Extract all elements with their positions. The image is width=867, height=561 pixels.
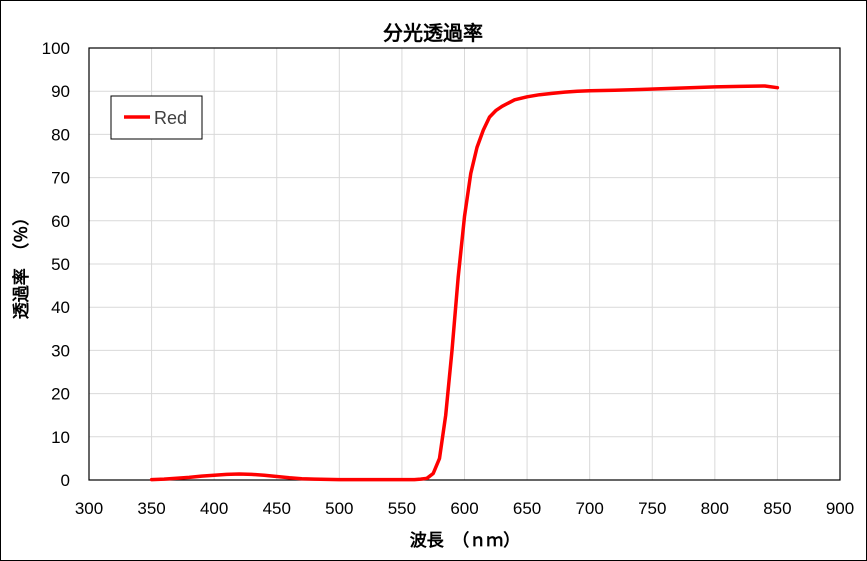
y-tick-label: 40 xyxy=(51,298,70,317)
y-tick-label: 0 xyxy=(61,471,70,490)
y-axis-ticks: 0 10 20 30 40 50 60 70 80 90 100 xyxy=(42,39,70,490)
legend-label-red: Red xyxy=(154,108,187,128)
x-tick-label: 400 xyxy=(200,499,228,518)
x-tick-label: 750 xyxy=(638,499,666,518)
x-tick-label: 500 xyxy=(325,499,353,518)
x-axis-label: 波長 （ｎｍ） xyxy=(410,530,521,551)
x-tick-label: 450 xyxy=(263,499,291,518)
x-tick-label: 350 xyxy=(137,499,165,518)
plot-area xyxy=(88,47,841,481)
y-tick-label: 60 xyxy=(51,212,70,231)
y-tick-label: 90 xyxy=(51,82,70,101)
x-tick-label: 900 xyxy=(826,499,854,518)
y-tick-label: 10 xyxy=(51,428,70,447)
x-tick-label: 600 xyxy=(450,499,478,518)
y-axis-label: 透過率 （％） xyxy=(11,209,32,320)
x-tick-label: 700 xyxy=(575,499,603,518)
y-tick-label: 30 xyxy=(51,341,70,360)
y-tick-label: 50 xyxy=(51,255,70,274)
x-tick-label: 800 xyxy=(701,499,729,518)
x-tick-label: 850 xyxy=(763,499,791,518)
x-axis-ticks: 300 350 400 450 500 550 600 650 700 750 800 850 900 xyxy=(75,499,854,518)
x-tick-label: 650 xyxy=(513,499,541,518)
y-tick-label: 20 xyxy=(51,385,70,404)
series-line-red xyxy=(149,84,780,482)
chart-title: 分光透過率 xyxy=(383,21,483,45)
x-tick-label: 550 xyxy=(388,499,416,518)
legend: Red xyxy=(110,95,203,140)
y-tick-label: 80 xyxy=(51,125,70,144)
y-tick-label: 70 xyxy=(51,169,70,188)
x-tick-label: 300 xyxy=(75,499,103,518)
y-tick-label: 100 xyxy=(42,39,70,58)
